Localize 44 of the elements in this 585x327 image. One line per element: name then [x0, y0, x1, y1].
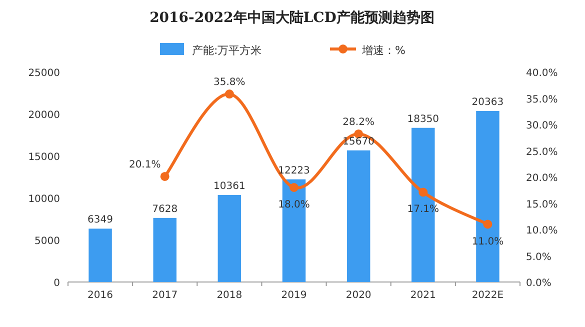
bar [218, 194, 242, 282]
data-label: 35.8% [214, 77, 246, 88]
point [483, 220, 492, 229]
y2-tick-label: 0.0% [526, 278, 552, 289]
x-tick-label: 2021 [410, 290, 436, 301]
y2-tick-label: 10.0% [526, 226, 558, 236]
y-tick-label: 5000 [34, 236, 60, 247]
bar [346, 150, 370, 282]
point [224, 90, 234, 99]
point [290, 183, 298, 192]
y-tick-label: 15000 [28, 152, 60, 163]
y2-tick-label: 35.0% [526, 94, 558, 106]
data-label: 20363 [472, 96, 504, 108]
chart-title: 2016-2022年中国大陆LCD产能预测趋势图 [150, 9, 434, 26]
legend-label: 增速：% [361, 44, 406, 57]
data-label: 6349 [88, 214, 114, 226]
y2-tick-label: 5.0% [526, 252, 552, 263]
point [160, 172, 170, 181]
x-tick-label: 2017 [152, 290, 178, 301]
x-tick-label: 2019 [281, 290, 307, 301]
x-tick-label: 2020 [346, 290, 372, 301]
bar [88, 228, 112, 282]
y2-tick-label: 20.0% [526, 173, 558, 184]
bar [153, 218, 176, 282]
y-tick-label: 20000 [28, 110, 60, 121]
data-label: 28.2% [342, 116, 374, 128]
data-label: 20.1% [128, 159, 161, 170]
y2-tick-label: 30.0% [526, 120, 558, 132]
data-label: 18350 [407, 114, 440, 125]
y-tick-label: 10000 [28, 194, 60, 205]
point [418, 188, 428, 197]
y2-tick-label: 25.0% [526, 146, 558, 158]
y-tick-label: 25000 [28, 68, 60, 79]
y2-tick-label: 15.0% [526, 199, 558, 210]
data-label: 12223 [278, 165, 310, 176]
y-tick-label: 0 [54, 278, 60, 289]
legend-label: 产能:万平方米 [192, 44, 262, 57]
data-label: 15670 [342, 136, 374, 148]
x-tick-label: 2018 [216, 290, 242, 301]
x-tick-label: 2016 [88, 290, 114, 301]
data-label: 10361 [214, 180, 246, 192]
data-label: 7628 [152, 204, 178, 215]
y2-tick-label: 40.0% [526, 68, 558, 79]
x-tick-label: 2022E [472, 290, 504, 301]
